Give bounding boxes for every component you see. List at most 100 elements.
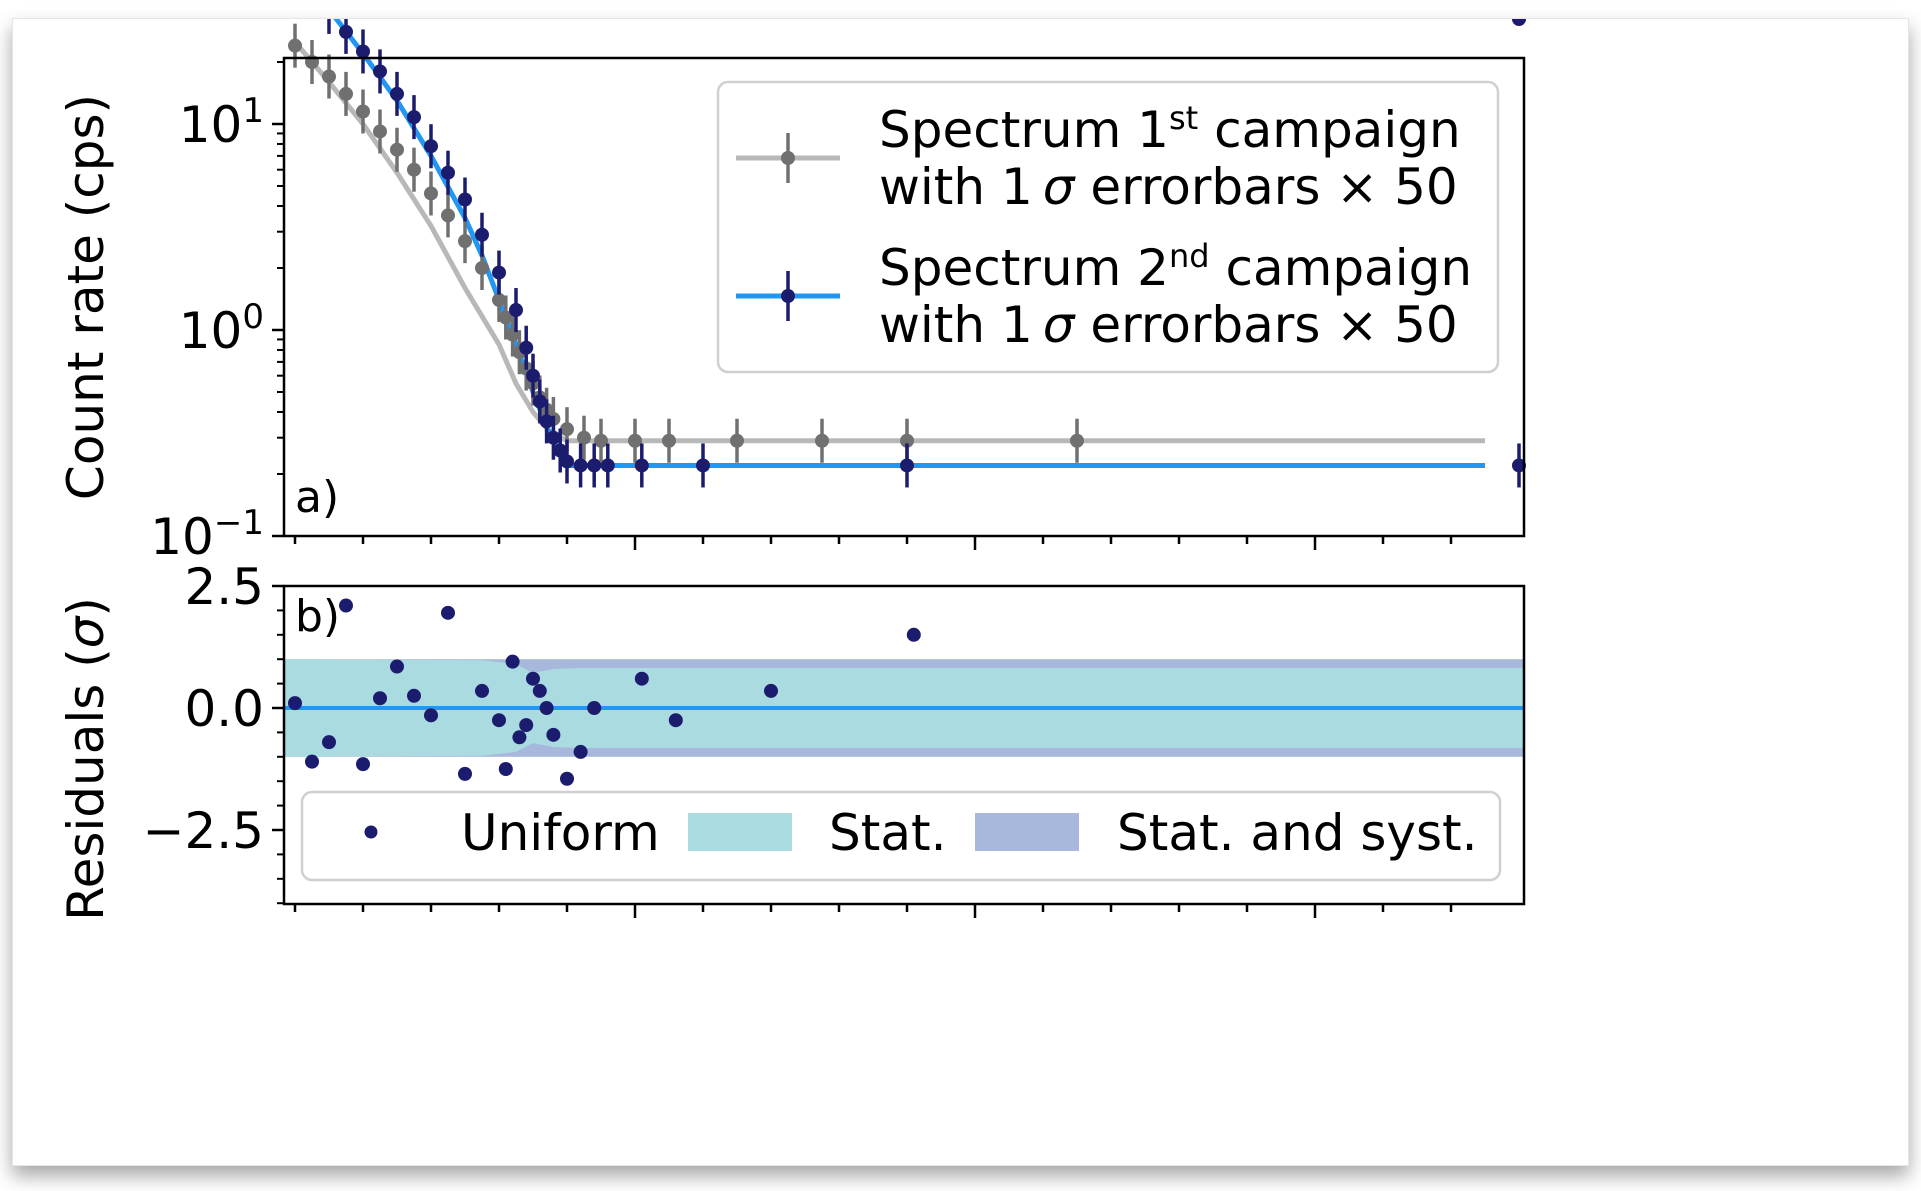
residual-point [668, 713, 683, 728]
figure-card: 101 100 10−1 Count rate (cps) a) Spectrum … [12, 18, 1909, 1166]
data-point-series-2 [373, 64, 387, 79]
data-point-series-2 [441, 165, 455, 180]
legend-marker-uniform [364, 825, 378, 839]
data-point-series-2 [339, 24, 353, 39]
ytick-label: 2.5 [184, 558, 264, 616]
legend-label-uniform: Uniform [461, 804, 660, 862]
data-point-series-2 [553, 443, 568, 458]
data-point-series-2 [539, 414, 554, 429]
legend-b-box [300, 790, 1502, 882]
data-point-series-2 [532, 394, 547, 409]
data-point-series-1 [730, 433, 744, 448]
figure: 101 100 10−1 Count rate (cps) a) Spectrum … [57, 19, 1526, 921]
data-point-series-1 [322, 69, 336, 84]
legend-label-spectrum-2-line2: with 1 σ errorbars × 50 [879, 296, 1458, 354]
data-point-series-2 [390, 86, 404, 101]
residual-point [373, 691, 387, 706]
residual-point [339, 598, 353, 613]
panel-a-frame [282, 56, 1526, 538]
panel-a-legend: Spectrum 1st campaign with 1 σ errorbars… [716, 80, 1500, 374]
residual-point [587, 701, 602, 715]
panel-a-ylabel: Count rate (cps) [57, 94, 115, 500]
residual-point [573, 744, 588, 759]
data-point-series-2 [696, 458, 710, 473]
data-point-series-1 [441, 208, 455, 223]
residual-point [505, 654, 520, 669]
legend-label-spectrum-1-line1: Spectrum 1st campaign [879, 99, 1461, 159]
data-point-series-1 [373, 124, 387, 139]
residual-point [424, 708, 438, 723]
data-point-series-1 [492, 292, 506, 307]
data-point-series-1 [424, 186, 438, 201]
ytick-label: 101 [179, 91, 264, 154]
residual-point [532, 683, 547, 698]
panel-a-xticks [293, 536, 1453, 550]
residual-point [512, 730, 527, 745]
legend-swatch-stat [688, 813, 792, 851]
data-point-series-2 [634, 458, 649, 473]
residual-point [407, 688, 421, 703]
data-point-series-2 [475, 227, 489, 242]
data-point-series-2 [458, 192, 472, 207]
data-point-series-2 [587, 458, 602, 473]
legend-label-stat-syst: Stat. and syst. [1117, 804, 1478, 862]
residual-point [519, 718, 534, 733]
data-point-series-1 [815, 433, 829, 448]
legend-box [716, 80, 1500, 374]
data-point-series-1 [900, 433, 914, 448]
data-point-series-1 [594, 433, 608, 448]
residual-point [764, 683, 778, 698]
data-point-series-2 [560, 454, 574, 469]
residual-point [498, 762, 513, 776]
data-point-series-1 [1070, 433, 1084, 448]
panel-b-xticks [293, 904, 1453, 918]
data-point-series-1 [498, 310, 513, 325]
residual-point [492, 713, 506, 728]
data-point-series-2 [356, 44, 370, 59]
legend-swatch-stat-syst [975, 813, 1079, 851]
panel-b-yticks: 2.5 0.0 −2.5 [143, 558, 284, 905]
ytick-label: 10−1 [150, 503, 264, 566]
legend-marker-spectrum-1 [781, 151, 795, 165]
data-point-series-1 [407, 162, 421, 177]
panel-a: 101 100 10−1 Count rate (cps) a) Spectrum … [57, 19, 1526, 566]
data-point-series-1 [288, 38, 302, 53]
residual-point [1512, 19, 1526, 26]
legend-marker-spectrum-2 [781, 289, 795, 303]
panel-a-tag: a) [295, 472, 339, 523]
residual-point [305, 754, 319, 769]
panel-b-legend: Uniform Stat. Stat. and syst. [300, 790, 1502, 882]
data-point-series-1 [475, 260, 489, 275]
residual-point [356, 757, 370, 772]
data-point-series-1 [356, 104, 370, 119]
residual-point [475, 683, 489, 698]
panel-b-tag: b) [295, 591, 340, 642]
data-point-series-2 [1512, 458, 1526, 473]
residual-point [441, 605, 455, 620]
panel-b-ylabel: Residuals (σ) [57, 597, 115, 921]
residual-point [322, 735, 336, 750]
legend-label-spectrum-2-line1: Spectrum 2nd campaign [879, 237, 1472, 297]
residual-point [390, 659, 404, 674]
data-point-series-1 [577, 430, 591, 445]
data-point-series-1 [628, 433, 642, 448]
data-point-series-1 [662, 433, 676, 448]
data-point-series-2 [519, 340, 534, 355]
residual-point [634, 671, 649, 686]
data-point-series-2 [900, 458, 914, 473]
data-point-series-2 [492, 265, 506, 280]
residual-point [288, 696, 302, 711]
data-point-series-1 [390, 142, 404, 157]
data-point-series-2 [600, 458, 615, 473]
ytick-label: 0.0 [184, 680, 264, 738]
panel-b-marks [284, 19, 1526, 786]
residual-point [906, 627, 921, 642]
residual-point [560, 771, 574, 786]
data-point-series-1 [560, 422, 574, 437]
data-point-series-2 [573, 458, 588, 473]
ytick-label: −2.5 [143, 802, 264, 860]
residual-point [458, 766, 472, 781]
panel-a-marks [288, 19, 1526, 488]
legend-label-spectrum-1-line2: with 1 σ errorbars × 50 [879, 158, 1458, 216]
panel-b: 2.5 0.0 −2.5 Residuals (σ) b) Uniform Stat… [57, 19, 1526, 921]
